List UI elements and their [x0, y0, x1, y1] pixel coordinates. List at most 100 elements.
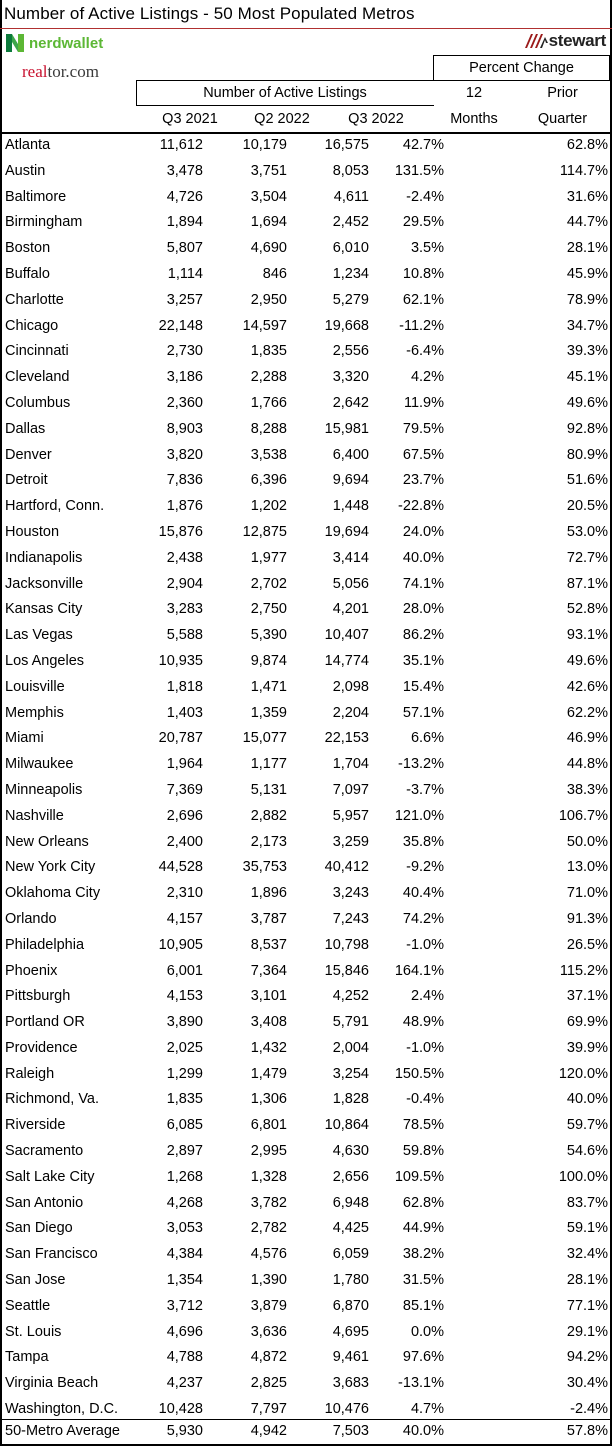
- q3-2021: 1,354: [166, 1272, 203, 1289]
- q3-2021: 3,186: [166, 369, 203, 386]
- table-row: Minneapolis 7,369 5,131 7,097 -3.7% 38.3%: [0, 779, 612, 805]
- change-prior-quarter: 87.1%: [566, 575, 608, 592]
- change-12-months: 3.5%: [410, 240, 444, 257]
- change-12-months: 109.5%: [394, 1168, 444, 1185]
- q3-2022: 3,259: [332, 833, 369, 850]
- metro-name: Providence: [5, 1039, 78, 1056]
- q2-2022: 12,875: [242, 523, 287, 540]
- q2-2022: 5,390: [250, 627, 287, 644]
- q2-2022: 2,882: [250, 807, 287, 824]
- q3-2021: 2,730: [166, 343, 203, 360]
- change-12-months: 86.2%: [402, 627, 444, 644]
- q2-2022: 1,835: [250, 343, 287, 360]
- col-12-months-line1: 12: [465, 85, 483, 101]
- q3-2022: 5,279: [332, 291, 369, 308]
- change-prior-quarter: 59.7%: [566, 1117, 608, 1134]
- q3-2022: 4,252: [332, 988, 369, 1005]
- metro-rows: Atlanta 11,612 10,179 16,575 42.7% 62.8% Austi…: [0, 134, 612, 1424]
- change-12-months: 48.9%: [402, 1014, 444, 1031]
- change-prior-quarter: 83.7%: [566, 1194, 608, 1211]
- q2-2022: 3,101: [250, 988, 287, 1005]
- change-12-months: 24.0%: [402, 523, 444, 540]
- table-row: Baltimore 4,726 3,504 4,611 -2.4% 31.6%: [0, 186, 612, 212]
- q3-2022: 4,425: [332, 1220, 369, 1237]
- metro-name: Atlanta: [5, 137, 51, 153]
- change-prior-quarter: 106.7%: [558, 807, 608, 824]
- q2-2022: 2,288: [250, 369, 287, 386]
- q2-2022: 1,359: [250, 704, 287, 721]
- q3-2022: 4,695: [332, 1323, 369, 1340]
- col-prior-quarter-line1: Prior: [547, 85, 578, 101]
- nerdwallet-logo: nerdwallet: [5, 33, 103, 53]
- metro-name: Cincinnati: [5, 343, 69, 360]
- metro-name: Portland OR: [5, 1014, 85, 1031]
- q3-2021: 11,612: [159, 137, 203, 153]
- q3-2021: 10,905: [158, 936, 203, 953]
- q3-2022: 1,448: [332, 498, 369, 515]
- q3-2021: 4,788: [166, 1349, 203, 1366]
- table-row: San Francisco 4,384 4,576 6,059 38.2% 32.4%: [0, 1243, 612, 1269]
- change-12-months: 2.4%: [410, 988, 444, 1005]
- q2-2022: 3,879: [250, 1297, 287, 1314]
- q3-2021: 1,268: [166, 1168, 203, 1185]
- q3-2022: 1,704: [332, 756, 369, 773]
- change-prior-quarter: 44.8%: [566, 756, 608, 773]
- metro-name: Richmond, Va.: [5, 1091, 100, 1108]
- change-prior-quarter: 42.6%: [566, 678, 608, 695]
- q3-2022: 6,010: [332, 240, 369, 257]
- q3-2021: 3,478: [166, 162, 203, 179]
- metro-name: Boston: [5, 240, 51, 257]
- q3-2022: 8,053: [332, 162, 369, 179]
- q2-2022: 2,750: [250, 601, 287, 618]
- change-prior-quarter: 40.0%: [566, 1091, 608, 1108]
- q3-2021: 44,528: [158, 859, 203, 876]
- metro-name: Louisville: [5, 678, 65, 695]
- table-row: Virginia Beach 4,237 2,825 3,683 -13.1% 30.4%: [0, 1372, 612, 1398]
- change-12-months: 6.6%: [410, 730, 444, 747]
- q3-2021: 3,283: [166, 601, 203, 618]
- q3-2022: 15,846: [324, 962, 369, 979]
- metro-name: Raleigh: [5, 1065, 55, 1082]
- change-prior-quarter: 34.7%: [566, 317, 608, 334]
- table-row: Columbus 2,360 1,766 2,642 11.9% 49.6%: [0, 392, 612, 418]
- q3-2022: 15,981: [324, 420, 369, 437]
- q3-2021: 5,588: [166, 627, 203, 644]
- q2-2022: 5,131: [250, 781, 287, 798]
- table-row: Nashville 2,696 2,882 5,957 121.0% 106.7%: [0, 805, 612, 831]
- page-title: Number of Active Listings - 50 Most Popu…: [4, 4, 415, 23]
- average-label: 50-Metro Average: [5, 1423, 120, 1439]
- q3-2022: 6,400: [332, 446, 369, 463]
- table-row: Seattle 3,712 3,879 6,870 85.1% 77.1%: [0, 1295, 612, 1321]
- change-prior-quarter: 94.2%: [566, 1349, 608, 1366]
- q3-2022: 4,630: [332, 1143, 369, 1160]
- metro-name: New Orleans: [5, 833, 89, 850]
- change-prior-quarter: 39.9%: [566, 1039, 608, 1056]
- change-prior-quarter: 51.6%: [566, 472, 608, 489]
- change-12-months: 74.1%: [402, 575, 444, 592]
- q3-2022: 6,870: [332, 1297, 369, 1314]
- change-prior-quarter: -2.4%: [570, 1401, 608, 1418]
- q3-2021: 7,369: [166, 781, 203, 798]
- q3-2021: 6,085: [166, 1117, 203, 1134]
- q2-2022: 1,177: [250, 756, 287, 773]
- change-prior-quarter: 30.4%: [566, 1375, 608, 1392]
- q2-2022: 15,077: [242, 730, 287, 747]
- table-row: Las Vegas 5,588 5,390 10,407 86.2% 93.1%: [0, 624, 612, 650]
- change-prior-quarter: 52.8%: [566, 601, 608, 618]
- average-q2-2022: 4,942: [250, 1423, 287, 1439]
- change-12-months: 35.8%: [402, 833, 444, 850]
- table-row: Indianapolis 2,438 1,977 3,414 40.0% 72.7%: [0, 547, 612, 573]
- percent-change-group-box: [433, 55, 610, 81]
- table-row: Pittsburgh 4,153 3,101 4,252 2.4% 37.1%: [0, 985, 612, 1011]
- average-prior-quarter: 57.8%: [566, 1423, 608, 1439]
- table-row: Hartford, Conn. 1,876 1,202 1,448 -22.8% 20.5…: [0, 495, 612, 521]
- table-row: San Antonio 4,268 3,782 6,948 62.8% 83.7%: [0, 1192, 612, 1218]
- average-12-months: 40.0%: [402, 1423, 444, 1439]
- change-12-months: 38.2%: [402, 1246, 444, 1263]
- q2-2022: 3,538: [250, 446, 287, 463]
- q3-2021: 4,384: [166, 1246, 203, 1263]
- q3-2021: 1,403: [166, 704, 203, 721]
- change-12-months: -11.2%: [399, 317, 444, 334]
- q2-2022: 2,702: [250, 575, 287, 592]
- q3-2021: 1,835: [166, 1091, 203, 1108]
